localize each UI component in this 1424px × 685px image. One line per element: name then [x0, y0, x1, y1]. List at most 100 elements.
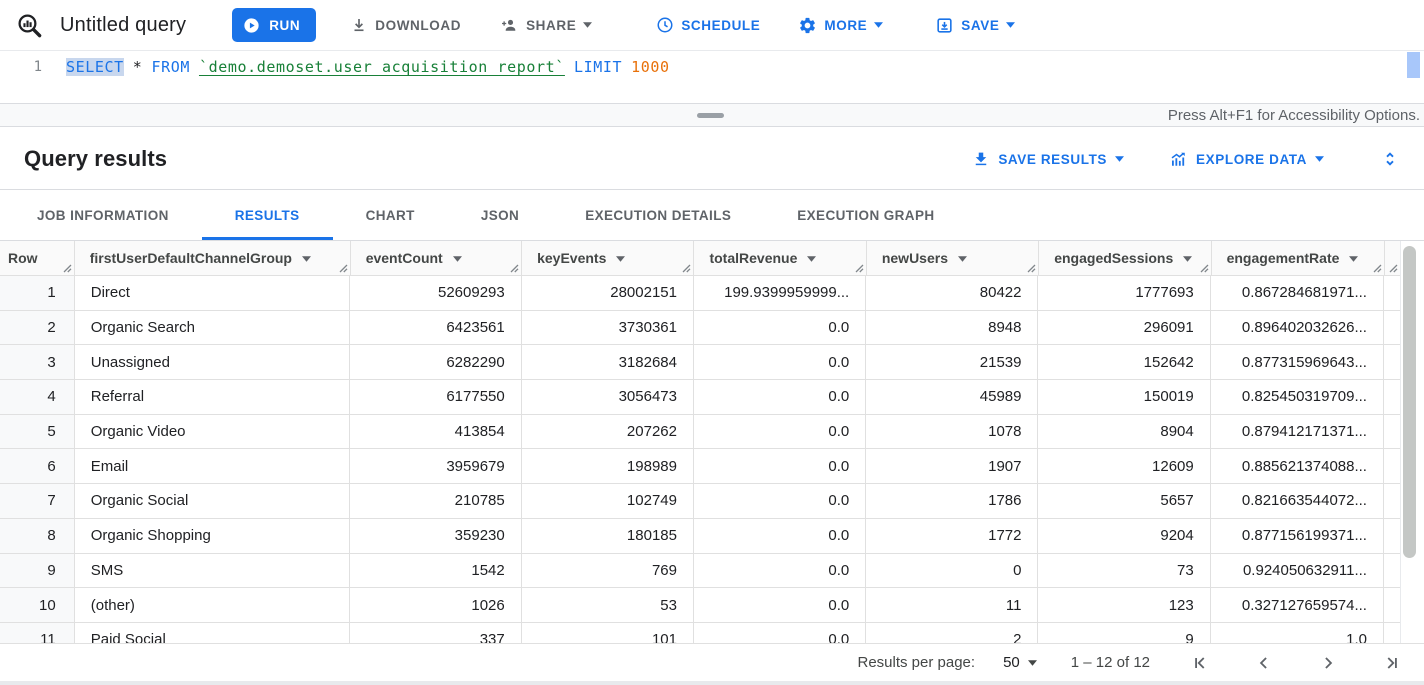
play-icon	[244, 17, 259, 33]
table-cell: 0.867284681971...	[1211, 276, 1384, 310]
explore-data-button[interactable]: EXPLORE DATA	[1168, 150, 1324, 168]
line-number: 1	[33, 59, 42, 75]
column-resize-grip-icon[interactable]	[63, 264, 72, 273]
column-resize-grip-icon[interactable]	[1200, 264, 1209, 273]
column-header-newUsers[interactable]: newUsers	[867, 241, 1040, 275]
table-cell	[1384, 276, 1400, 310]
table-cell: 152642	[1038, 345, 1211, 380]
table-cell: Organic Shopping	[75, 518, 351, 553]
table-cell: 0	[866, 553, 1039, 588]
page-size-select[interactable]: 50	[1003, 654, 1037, 671]
column-resize-grip-icon[interactable]	[1389, 264, 1398, 273]
table-cell: 0.0	[694, 449, 867, 484]
column-resize-grip-icon[interactable]	[1373, 264, 1382, 273]
table-cell: Organic Social	[75, 484, 351, 518]
sql-limit-value: 1000	[631, 58, 670, 76]
table-cell: 1026	[350, 588, 522, 622]
share-button[interactable]: SHARE	[495, 8, 596, 42]
table-cell: 1907	[866, 449, 1039, 484]
table-cell: 3959679	[350, 449, 522, 484]
sort-caret-icon[interactable]	[807, 256, 817, 262]
column-resize-grip-icon[interactable]	[855, 264, 864, 273]
editor-scrollbar-thumb[interactable]	[1407, 52, 1420, 78]
column-header-firstUserDefaultChannelGroup[interactable]: firstUserDefaultChannelGroup	[75, 241, 351, 275]
table-cell: 6423561	[350, 310, 522, 345]
tab-execution-details[interactable]: EXECUTION DETAILS	[585, 207, 732, 223]
sql-keyword-limit: LIMIT	[573, 58, 623, 76]
splitter-drag-handle[interactable]	[697, 113, 724, 118]
tab-results[interactable]: RESULTS	[201, 190, 333, 240]
sql-editor[interactable]: 1 SELECT * FROM `demo.demoset.user_acquisit…	[0, 51, 1424, 103]
save-button[interactable]: SAVE	[931, 8, 1019, 42]
column-header-eventCount[interactable]: eventCount	[351, 241, 523, 275]
sql-code-line[interactable]: SELECT * FROM `demo.demoset.user_acquisitio…	[66, 58, 670, 94]
sort-caret-icon[interactable]	[958, 256, 967, 262]
column-resize-grip-icon[interactable]	[339, 264, 348, 273]
table-cell: 337	[350, 622, 522, 643]
table-cell: Email	[75, 449, 351, 484]
sql-keyword-from: FROM	[151, 58, 190, 76]
table-cell: 102749	[522, 484, 694, 518]
first-page-icon	[1195, 656, 1205, 669]
table-cell: 0.825450319709...	[1211, 380, 1384, 414]
first-page-button[interactable]	[1190, 653, 1210, 673]
tab-job-information[interactable]: JOB INFORMATION	[37, 207, 169, 223]
chevron-down-icon	[1115, 156, 1125, 162]
row-number-cell: 11	[0, 622, 75, 643]
table-scrollbar[interactable]	[1400, 241, 1418, 643]
table-cell: 1542	[350, 553, 522, 588]
column-header-engagedSessions[interactable]: engagedSessions	[1039, 241, 1212, 275]
download-button[interactable]: DOWNLOAD	[346, 8, 465, 42]
tab-execution-graph[interactable]: EXECUTION GRAPH	[797, 207, 935, 223]
table-cell: 9204	[1038, 518, 1211, 553]
table-scrollbar-thumb[interactable]	[1403, 246, 1416, 558]
table-cell: Organic Video	[75, 414, 351, 449]
more-button[interactable]: MORE	[794, 8, 887, 42]
table-cell: 53	[522, 588, 694, 622]
column-resize-grip-icon[interactable]	[510, 264, 519, 273]
table-cell: Paid Social	[75, 622, 351, 643]
editor-scrollbar[interactable]	[1406, 51, 1422, 103]
schedule-button[interactable]: SCHEDULE	[652, 8, 764, 42]
table-cell: 3056473	[522, 380, 694, 414]
table-cell: 199.9399959999...	[694, 276, 867, 310]
table-cell: 413854	[350, 414, 522, 449]
sql-table-reference[interactable]: `demo.demoset.user_acquisition_report`	[198, 58, 565, 76]
sort-caret-icon[interactable]	[1183, 256, 1193, 262]
table-cell: 8904	[1038, 414, 1211, 449]
column-header-engagementRate[interactable]: engagementRate	[1212, 241, 1385, 275]
row-number-cell: 9	[0, 553, 75, 588]
sort-caret-icon[interactable]	[616, 256, 626, 262]
expand-panel-button[interactable]	[1380, 148, 1400, 170]
results-per-page-label: Results per page:	[857, 654, 976, 671]
table-cell	[1384, 484, 1400, 518]
editor-statusbar: Press Alt+F1 for Accessibility Options.	[0, 103, 1424, 127]
table-row: 8 Organic Shopping 359230 180185 0.0 1772 9204…	[0, 518, 1400, 554]
table-cell: Direct	[75, 276, 351, 310]
table-cell: 769	[522, 553, 694, 588]
column-resize-grip-icon[interactable]	[682, 264, 691, 273]
row-number-cell: 4	[0, 380, 75, 414]
column-header[interactable]	[1385, 241, 1400, 275]
column-header-Row[interactable]: Row	[0, 241, 75, 275]
run-button[interactable]: RUN	[232, 8, 317, 42]
next-page-button[interactable]	[1318, 653, 1338, 673]
bottom-edge-strip	[0, 681, 1424, 685]
tab-json[interactable]: JSON	[480, 207, 520, 223]
tab-chart[interactable]: CHART	[365, 207, 415, 223]
table-cell: 0.0	[694, 588, 867, 622]
sql-star: *	[132, 58, 143, 76]
table-cell: 207262	[522, 414, 694, 449]
column-header-totalRevenue[interactable]: totalRevenue	[694, 241, 867, 275]
column-resize-grip-icon[interactable]	[1027, 264, 1036, 273]
sort-caret-icon[interactable]	[301, 256, 311, 262]
sort-caret-icon[interactable]	[452, 256, 462, 262]
table-row: 1 Direct 52609293 28002151 199.9399959999...…	[0, 276, 1400, 311]
last-page-button[interactable]	[1382, 653, 1402, 673]
row-number-cell: 8	[0, 518, 75, 553]
column-header-keyEvents[interactable]: keyEvents	[522, 241, 695, 275]
query-title: Untitled query	[60, 13, 187, 36]
sort-caret-icon[interactable]	[1349, 256, 1359, 262]
previous-page-button[interactable]	[1254, 653, 1274, 673]
save-results-button[interactable]: SAVE RESULTS	[972, 150, 1125, 168]
